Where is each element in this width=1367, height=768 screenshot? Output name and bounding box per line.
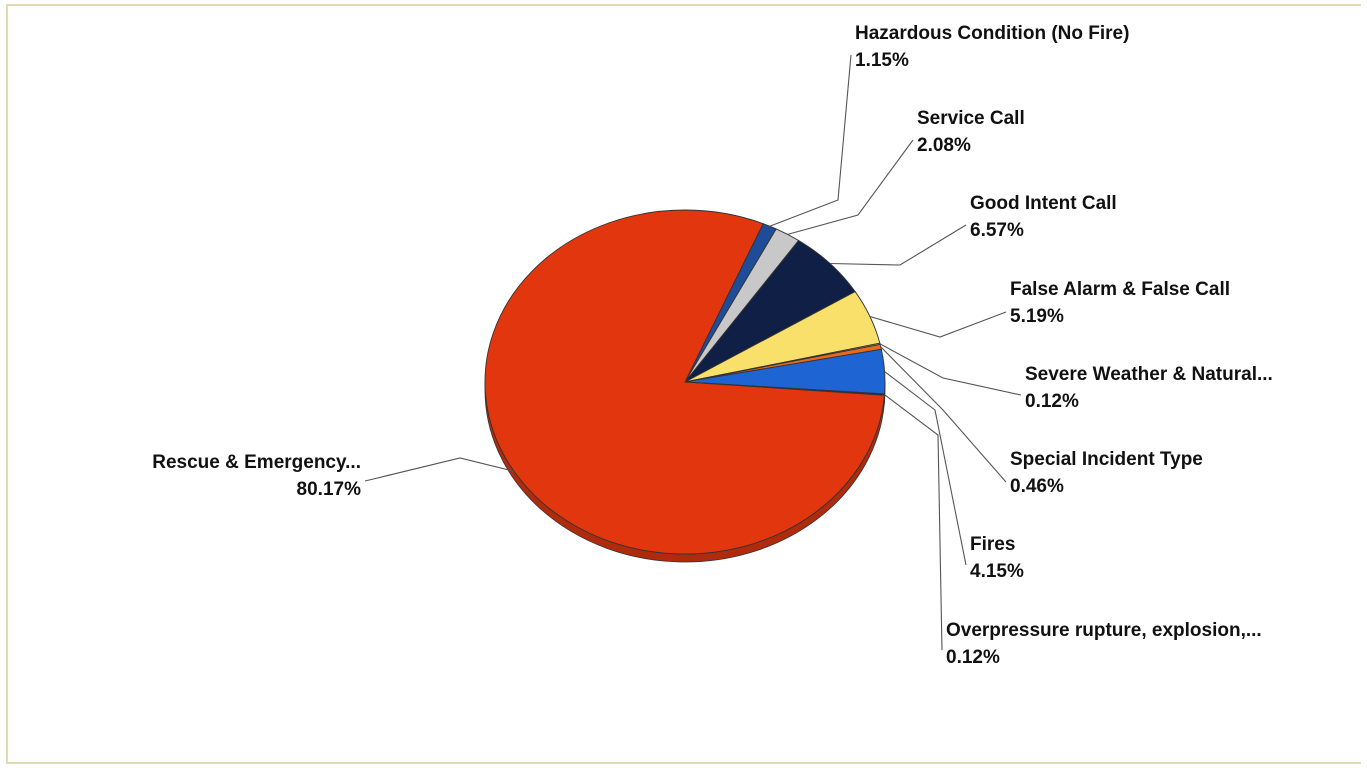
slice-label-overpressure: Overpressure rupture, explosion,... [946,620,1262,641]
slice-value-false-alarm: 5.19% [1010,306,1064,327]
slice-value-good-intent-call: 6.57% [970,220,1024,241]
slice-label-good-intent-call: Good Intent Call [970,193,1117,214]
slice-label-special-incident: Special Incident Type [1010,449,1203,470]
leader-line-service-call [787,139,914,235]
slice-value-special-incident: 0.46% [1010,476,1064,497]
slice-value-service-call: 2.08% [917,135,971,156]
slice-labels: Hazardous Condition (No Fire) 1.15% Serv… [152,23,1273,668]
slice-value-overpressure: 0.12% [946,647,1000,668]
pie-slices [484,209,886,555]
slice-value-fires: 4.15% [970,561,1024,582]
slice-label-fires: Fires [970,534,1015,555]
slice-label-false-alarm: False Alarm & False Call [1010,279,1230,300]
leader-line-good-intent-call [829,224,967,266]
leader-line-severe-weather-natural [879,343,1022,396]
slice-label-rescue-emergency: Rescue & Emergency... [152,452,361,473]
leader-line-overpressure-rupture-explosion [884,394,943,651]
slice-value-severe-weather: 0.12% [1025,391,1079,412]
slice-label-service-call: Service Call [917,108,1025,129]
slice-label-hazardous-condition: Hazardous Condition (No Fire) [855,23,1129,44]
leader-line-fires [884,371,967,566]
slice-value-hazardous-condition: 1.15% [855,50,909,71]
leader-line-hazardous-condition-no-fire [769,54,852,227]
slice-value-rescue-emergency: 80.17% [297,479,362,500]
leader-lines [364,54,1022,651]
leader-line-false-alarm-false-call [869,311,1007,338]
slice-label-severe-weather: Severe Weather & Natural... [1025,364,1273,385]
leader-line-special-incident-type [880,346,1007,483]
leader-line-rescue-emergency [364,457,515,482]
